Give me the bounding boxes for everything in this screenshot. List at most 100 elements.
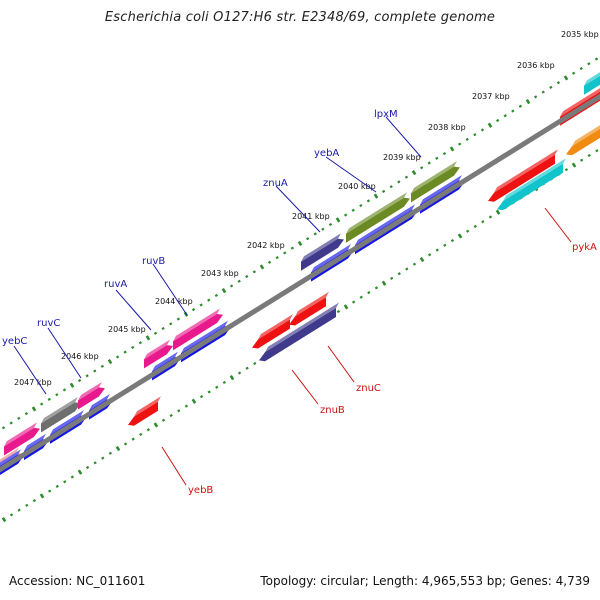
- gene-yebA[interactable]: [346, 192, 410, 243]
- feature-layer: [0, 70, 600, 475]
- gene-orange[interactable]: [566, 120, 600, 156]
- minor-tick: [39, 402, 44, 406]
- major-tick: [145, 335, 151, 341]
- major-tick: [77, 469, 83, 475]
- major-tick: [449, 146, 455, 152]
- minor-tick: [9, 513, 14, 517]
- scale-label: 2038 kbp: [428, 123, 466, 132]
- gene-ruvA[interactable]: [144, 339, 173, 369]
- major-tick: [373, 193, 379, 199]
- minor-tick: [427, 161, 431, 165]
- minor-tick: [465, 229, 470, 233]
- minor-tick: [503, 114, 507, 118]
- minor-tick: [488, 215, 493, 219]
- minor-tick: [32, 499, 37, 503]
- gene-yebB[interactable]: [128, 396, 161, 426]
- minor-tick: [93, 461, 97, 465]
- minor-tick: [313, 232, 317, 236]
- scale-label: 2044 kbp: [155, 297, 193, 306]
- minor-tick: [101, 456, 105, 460]
- minor-tick: [237, 371, 242, 375]
- minor-tick: [62, 388, 67, 392]
- minor-tick: [587, 153, 591, 158]
- minor-tick: [47, 397, 51, 401]
- minor-tick: [199, 303, 203, 307]
- minor-tick: [564, 168, 569, 172]
- major-tick: [563, 75, 569, 81]
- gene-red-mid[interactable]: [252, 314, 293, 349]
- gene-cyan-top[interactable]: [584, 70, 600, 95]
- leader-yebC: [13, 345, 47, 395]
- minor-tick: [229, 284, 234, 288]
- major-tick: [259, 264, 265, 270]
- major-tick: [411, 169, 417, 176]
- gene-yebC[interactable]: [78, 381, 105, 410]
- major-tick: [457, 233, 463, 239]
- leader-yebB: [161, 446, 187, 486]
- leader-ruvB: [152, 263, 188, 316]
- minor-tick: [450, 238, 455, 243]
- minor-tick: [571, 71, 576, 75]
- minor-tick: [222, 380, 227, 385]
- minor-tick: [47, 489, 52, 493]
- leader-znuA: [275, 185, 321, 233]
- gene-znuC[interactable]: [289, 291, 329, 326]
- minor-tick: [374, 286, 379, 290]
- minor-tick: [579, 66, 583, 71]
- leader-znuB: [291, 369, 319, 405]
- gene-red-pyk[interactable]: [488, 149, 558, 202]
- scale-label: 2042 kbp: [247, 241, 285, 250]
- gene-znuB[interactable]: [259, 302, 339, 362]
- major-tick: [31, 406, 37, 412]
- gene-znuA[interactable]: [301, 233, 344, 271]
- gene-ruvC[interactable]: [41, 396, 81, 433]
- minor-tick: [480, 128, 485, 132]
- major-tick: [297, 240, 303, 247]
- minor-tick: [9, 421, 13, 425]
- minor-tick: [77, 378, 82, 383]
- major-tick: [419, 256, 425, 263]
- gene-label-yebB: yebB: [188, 485, 213, 496]
- minor-tick: [207, 390, 211, 394]
- minor-tick: [443, 243, 447, 247]
- minor-tick: [321, 227, 325, 231]
- minor-tick: [389, 185, 393, 189]
- major-tick: [153, 422, 159, 428]
- gene-pykA[interactable]: [497, 158, 566, 211]
- minor-tick: [161, 326, 165, 331]
- gene-label-ruvB: ruvB: [142, 256, 165, 267]
- gene-lpxM[interactable]: [411, 161, 460, 203]
- gene-ruvB[interactable]: [173, 308, 223, 351]
- major-tick: [221, 288, 227, 294]
- minor-tick: [435, 156, 439, 160]
- minor-tick: [199, 395, 204, 399]
- scale-label: 2043 kbp: [201, 269, 239, 278]
- minor-tick: [63, 480, 67, 484]
- minor-tick: [245, 274, 249, 279]
- minor-tick: [518, 104, 523, 108]
- minor-tick: [85, 465, 90, 470]
- leader-yebA: [325, 156, 377, 193]
- minor-tick: [351, 208, 355, 212]
- minor-tick: [275, 256, 279, 260]
- minor-tick: [169, 413, 173, 418]
- gene-label-yebC: yebC: [2, 336, 27, 347]
- minor-tick: [397, 180, 401, 184]
- genome-summary: Topology: circular; Length: 4,965,553 bp…: [260, 574, 590, 588]
- scale-label: 2045 kbp: [108, 325, 146, 334]
- major-tick: [1, 516, 7, 523]
- gene-label-znuC: znuC: [356, 383, 381, 394]
- minor-tick: [397, 272, 401, 276]
- minor-tick: [366, 199, 371, 203]
- minor-tick: [328, 222, 333, 227]
- gene-yebC-left[interactable]: [4, 422, 40, 456]
- minor-tick: [25, 503, 29, 507]
- minor-tick: [405, 267, 409, 271]
- minor-tick: [138, 341, 143, 345]
- minor-tick: [207, 298, 211, 302]
- minor-tick: [283, 251, 287, 255]
- genome-backbone: [0, 93, 600, 473]
- gene-label-ruvA: ruvA: [104, 279, 127, 290]
- major-tick: [571, 162, 577, 168]
- gene-label-znuA: znuA: [263, 178, 288, 189]
